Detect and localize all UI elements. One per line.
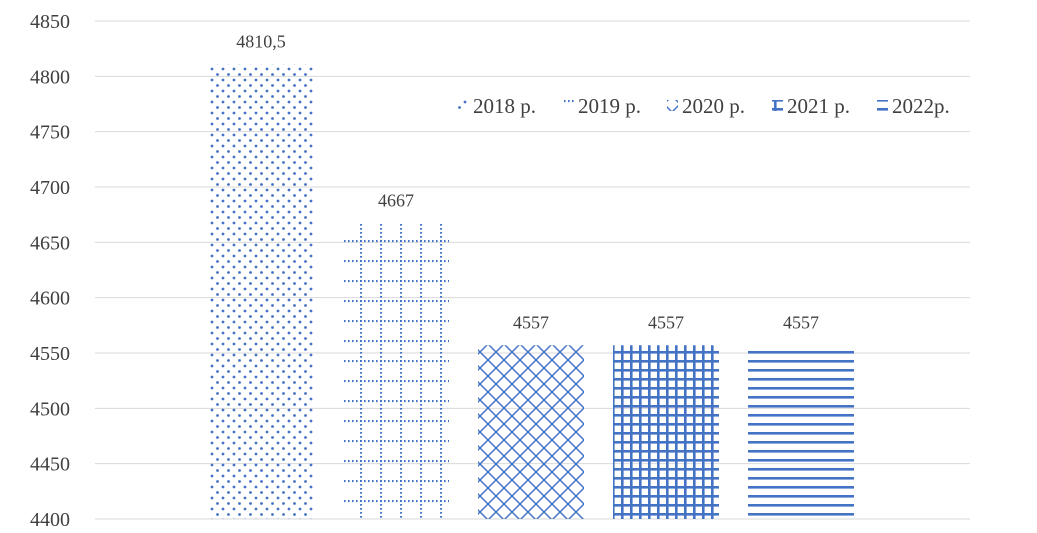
y-tick-label: 4550 xyxy=(30,343,70,365)
data-label: 4557 xyxy=(648,312,684,332)
y-tick-label: 4800 xyxy=(30,66,70,88)
y-tick-label: 4700 xyxy=(30,177,70,199)
y-tick-label: 4850 xyxy=(30,11,70,33)
data-label: 4667 xyxy=(378,191,414,211)
legend-label: 2022р. xyxy=(892,94,950,118)
y-tick-label: 4650 xyxy=(30,232,70,254)
y-tick-label: 4600 xyxy=(30,288,70,310)
legend-label: 2018 р. xyxy=(473,94,536,118)
y-tick-label: 4500 xyxy=(30,398,70,420)
legend-swatch xyxy=(667,100,678,111)
bar-2018 xyxy=(208,64,314,520)
bar-2022 xyxy=(748,345,854,519)
legend-swatch xyxy=(563,100,574,111)
legend-label: 2021 р. xyxy=(787,94,850,118)
legend: 2018 р. 2019 р. 2020 р. 2021 р. 2022р. xyxy=(458,94,950,118)
data-labels: 4810,5 4667 4557 4557 4557 xyxy=(236,32,819,333)
y-tick-label: 4450 xyxy=(30,454,70,476)
bar-2020 xyxy=(478,345,584,519)
data-label: 4557 xyxy=(513,312,549,332)
data-label: 4810,5 xyxy=(236,32,286,52)
data-label: 4557 xyxy=(783,312,819,332)
y-tick-label: 4750 xyxy=(30,122,70,144)
bar-2019 xyxy=(343,223,449,519)
bars xyxy=(208,64,854,520)
y-tick-label: 4400 xyxy=(30,509,70,531)
bar-2021 xyxy=(613,345,719,519)
legend-label: 2019 р. xyxy=(578,94,641,118)
y-axis-ticks: 4400 4450 4500 4550 4600 4650 4700 4750 4800 4850 xyxy=(30,11,70,531)
legend-label: 2020 р. xyxy=(682,94,745,118)
legend-swatch xyxy=(877,100,888,111)
legend-swatch xyxy=(458,100,469,111)
legend-swatch xyxy=(772,100,783,111)
